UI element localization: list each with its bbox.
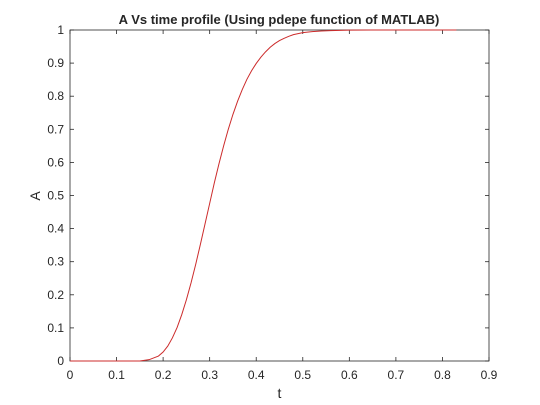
x-tick-label: 0.8 <box>434 368 451 382</box>
y-tick-label: 0.2 <box>47 288 64 302</box>
x-tick-label: 0.7 <box>388 368 405 382</box>
y-axis-label: A <box>27 191 43 201</box>
x-tick-label: 0.3 <box>201 368 218 382</box>
x-tick-label: 0.2 <box>155 368 172 382</box>
x-tick-label: 0.4 <box>248 368 265 382</box>
y-tick-label: 0.5 <box>47 189 64 203</box>
plot-area: 0 0.1 0.2 0.3 0.4 0.5 0.6 0.7 0.8 0.9 00.10.20.30… <box>47 23 497 382</box>
series-line <box>70 29 457 362</box>
y-tick-label: 0.4 <box>47 222 64 236</box>
x-tick-label: 0.5 <box>294 368 311 382</box>
y-tick-label: 1 <box>57 23 64 37</box>
y-tick-label: 0.7 <box>47 122 64 136</box>
x-tick-label: 0 <box>67 368 74 382</box>
y-tick-label: 0.1 <box>47 321 64 335</box>
y-tick-label: 0 <box>57 354 64 368</box>
x-axis-ticks: 0 0.1 0.2 0.3 0.4 0.5 0.6 0.7 0.8 0.9 <box>67 30 498 382</box>
x-tick-label: 0.6 <box>341 368 358 382</box>
x-axis-label: t <box>278 385 282 401</box>
y-tick-label: 0.3 <box>47 255 64 269</box>
y-tick-label: 0.6 <box>47 155 64 169</box>
axes-box <box>69 29 490 362</box>
chart-title: A Vs time profile (Using pdepe function … <box>119 12 440 27</box>
y-axis-ticks: 0 0.1 0.2 0.3 0.4 0.5 0.6 0.7 0.8 0.9 1 <box>47 23 489 368</box>
x-tick-label: 0.9 <box>481 368 498 382</box>
y-tick-label: 0.8 <box>47 89 64 103</box>
x-tick-label: 0.1 <box>108 368 125 382</box>
y-tick-label: 0.9 <box>47 56 64 70</box>
series-layer <box>70 29 457 362</box>
